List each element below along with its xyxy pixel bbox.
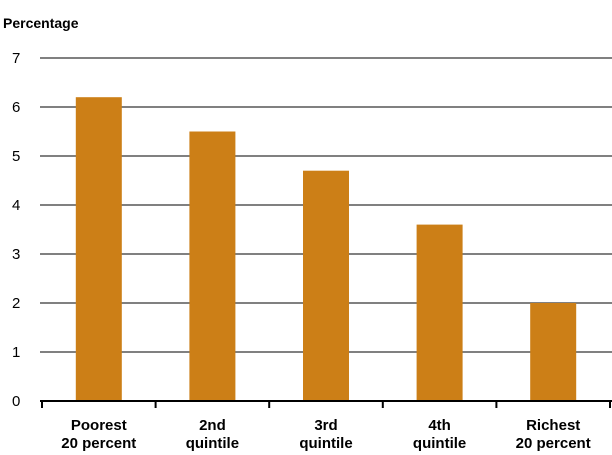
x-tick-label-line: Poorest bbox=[71, 417, 127, 434]
x-tick-label-line: 4th bbox=[428, 417, 451, 434]
y-tick-label: 0 bbox=[12, 393, 20, 410]
y-tick-label: 4 bbox=[12, 197, 20, 214]
y-tick-label: 1 bbox=[12, 344, 20, 361]
y-tick-label: 5 bbox=[12, 148, 20, 165]
x-tick-label-line: 3rd bbox=[314, 417, 337, 434]
bar bbox=[303, 170, 349, 401]
x-axis bbox=[40, 400, 612, 408]
x-tick-label-line: quintile bbox=[299, 435, 352, 452]
x-tick-label-line: 20 percent bbox=[516, 435, 591, 452]
y-tick-label: 2 bbox=[12, 295, 20, 312]
y-tick-label: 7 bbox=[12, 50, 20, 67]
x-tick-label-line: 2nd bbox=[199, 417, 226, 434]
bar bbox=[530, 303, 577, 401]
x-tick-label-line: 20 percent bbox=[61, 435, 136, 452]
x-tick-label-line: quintile bbox=[186, 435, 239, 452]
bar bbox=[189, 131, 236, 401]
bar bbox=[416, 224, 463, 401]
bars bbox=[75, 97, 577, 401]
x-tick-label-line: quintile bbox=[413, 435, 466, 452]
x-tick-label-line: Richest bbox=[526, 417, 580, 434]
y-tick-label: 6 bbox=[12, 99, 20, 116]
y-tick-label: 3 bbox=[12, 246, 20, 263]
x-tick-label: 4th quintile bbox=[413, 417, 466, 452]
y-axis-title: Percentage bbox=[3, 15, 79, 31]
x-tick-label: Poorest 20 percent bbox=[61, 417, 136, 452]
x-tick-label: Richest 20 percent bbox=[516, 417, 591, 452]
x-tick-label: 2nd quintile bbox=[186, 417, 239, 452]
bar bbox=[75, 97, 122, 401]
y-axis-ticks: 0 1 2 3 4 5 6 7 bbox=[12, 50, 20, 410]
x-tick-label: 3rd quintile bbox=[299, 417, 352, 452]
